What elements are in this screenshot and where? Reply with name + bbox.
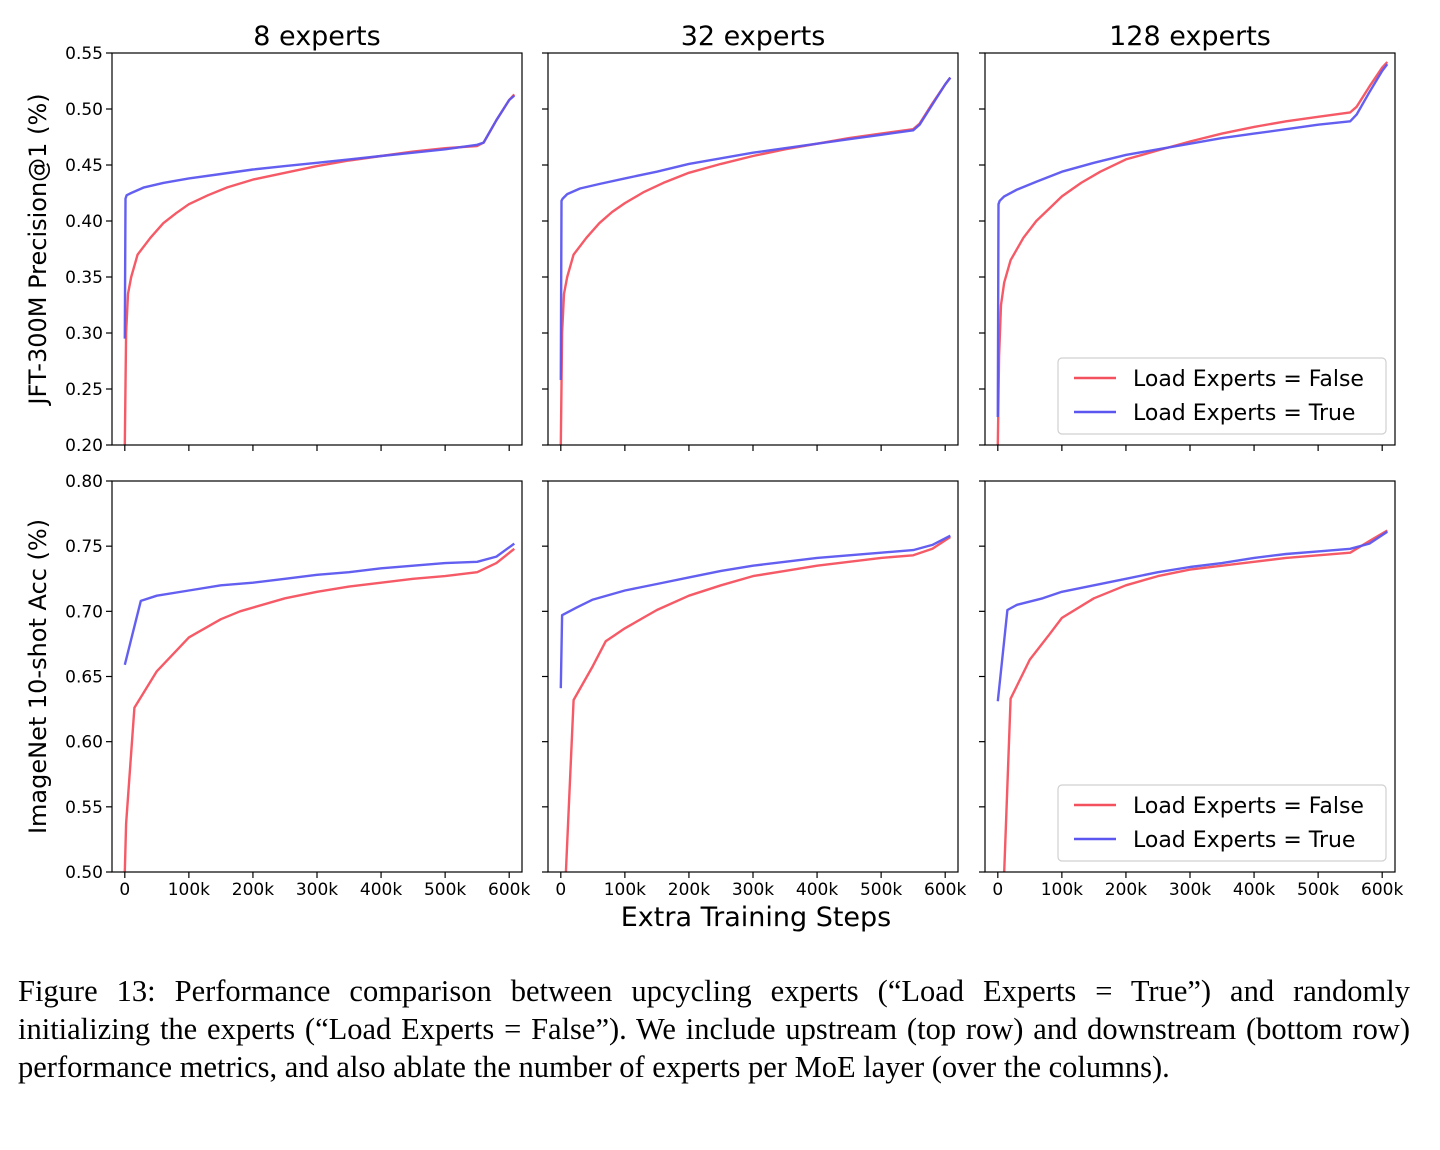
x-tick-label: 300k [732,880,774,900]
panel-jft-32-experts [542,52,959,451]
x-tick-label: 0 [992,880,1003,900]
y-tick-label: 0.50 [65,100,103,120]
legend-label: Load Experts = True [1133,828,1355,853]
y-tick-label: 0.75 [65,537,103,557]
legend-label: Load Experts = True [1133,401,1355,426]
y-tick-label: 0.60 [65,733,103,753]
x-axis-label: Extra Training Steps [621,902,892,933]
y-tick-label: 0.65 [65,668,103,688]
x-tick-label: 100k [1041,880,1083,900]
x-tick-label: 0 [119,880,130,900]
series-line-load-experts-false [996,61,1389,445]
series-line-load-experts-true [996,530,1388,702]
legend-box [1057,784,1387,862]
x-tick-label: 600k [488,880,530,900]
legend-box [1057,357,1387,435]
x-tick-label: 500k [424,880,466,900]
legend: Load Experts = False Load Experts = True [1057,784,1387,862]
panel-imagenet-32-experts: 0 100k 200k 300k 400k 500k 600k [542,480,966,900]
x-tick-label: 400k [360,880,402,900]
x-tick-label: 200k [1105,880,1147,900]
x-tick-label: 500k [860,880,902,900]
y-tick-label: 0.70 [65,602,103,622]
series-line-load-experts-false [123,547,516,872]
column-title: 32 experts [681,21,826,52]
panel-jft-128-experts: Load Experts = False Load Experts = True [979,52,1396,451]
y-tick-label: 0.50 [65,863,103,883]
x-tick-label: 500k [1297,880,1339,900]
legend-label: Load Experts = False [1133,367,1364,392]
plot-frame [547,480,959,873]
x-tick-label: 100k [168,880,210,900]
x-tick-label: 300k [296,880,338,900]
y-axis-label: JFT-300M Precision@1 (%) [24,93,52,406]
column-title: 128 experts [1109,21,1271,52]
series-line-load-experts-false [1003,529,1388,872]
x-tick-label: 200k [232,880,274,900]
y-tick-label: 0.20 [65,436,103,456]
panel-imagenet-8-experts: 0.50 0.55 0.60 0.65 0.70 0.75 0.80 0 100k 200k 300… [65,472,530,900]
legend: Load Experts = False Load Experts = True [1057,357,1387,435]
y-tick-label: 0.35 [65,268,103,288]
panel-jft-8-experts: 0.20 0.25 0.30 0.35 0.40 0.45 0.50 0.55 [65,44,523,456]
plot-frame [111,52,523,446]
y-axis-label: ImageNet 10-shot Acc (%) [24,519,52,834]
y-tick-label: 0.40 [65,212,103,232]
x-tick-label: 600k [1361,880,1403,900]
y-tick-label: 0.25 [65,380,103,400]
legend-label: Load Experts = False [1133,794,1364,819]
y-tick-label: 0.80 [65,472,103,492]
x-tick-label: 400k [796,880,838,900]
x-tick-label: 100k [604,880,646,900]
chart-grid: 8 experts 32 experts 128 experts JFT-300M P… [24,21,1403,933]
column-title: 8 experts [253,21,380,52]
x-tick-label: 200k [668,880,710,900]
y-tick-label: 0.55 [65,798,103,818]
y-tick-label: 0.45 [65,156,103,176]
y-tick-label: 0.55 [65,44,103,64]
series-line-load-experts-false [564,535,951,872]
series-line-load-experts-true [123,542,516,666]
panel-imagenet-128-experts: 0 100k 200k 300k 400k 500k 600k Load Experts = … [979,480,1403,900]
x-tick-label: 0 [555,880,566,900]
figure-13: 8 experts 32 experts 128 experts JFT-300M P… [24,21,1403,933]
x-tick-label: 400k [1233,880,1275,900]
series-line-load-experts-true [123,94,516,339]
plot-frame [547,52,959,446]
x-tick-label: 300k [1169,880,1211,900]
series-line-load-experts-true [996,63,1389,418]
x-tick-label: 600k [924,880,966,900]
plot-frame [111,480,523,873]
y-tick-label: 0.30 [65,324,103,344]
figure-caption: Figure 13: Performance comparison betwee… [18,974,1410,1084]
series-line-load-experts-true [559,76,952,381]
series-line-load-experts-true [559,534,951,689]
